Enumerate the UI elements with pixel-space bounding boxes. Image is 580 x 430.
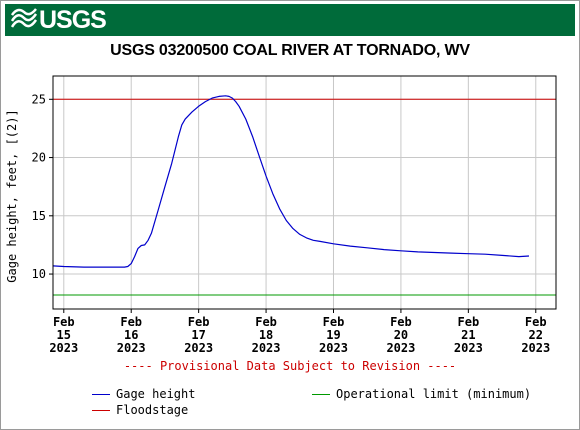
x-tick-labels: Feb152023Feb162023Feb172023Feb182023Feb1… <box>49 315 550 355</box>
x-tick-label: 2023 <box>521 341 550 355</box>
y-tick-labels: 10 15 20 25 <box>32 92 46 281</box>
x-tick-label: 2023 <box>49 341 78 355</box>
usgs-banner: USGS <box>5 4 575 36</box>
legend-operational-limit: Operational limit (minimum) <box>312 387 531 401</box>
x-tick-label: 22 <box>529 328 543 342</box>
legend-swatch-gage-height <box>92 393 110 395</box>
legend-floodstage: Floodstage <box>92 403 188 417</box>
series-layer <box>52 95 530 268</box>
x-tick-label: 2023 <box>184 341 213 355</box>
legend-label-gage-height: Gage height <box>116 387 196 401</box>
legend-label-operational-limit: Operational limit (minimum) <box>336 387 532 401</box>
usgs-logo[interactable]: USGS <box>11 6 107 34</box>
x-tick-label: 2023 <box>454 341 483 355</box>
y-tick-label: 10 <box>32 267 46 281</box>
x-tick-label: 16 <box>124 328 138 342</box>
y-axis-label: Gage height, feet, [(2)] <box>5 109 19 282</box>
y-tick-label: 20 <box>32 151 46 165</box>
usgs-wave-icon <box>11 8 37 28</box>
x-tick-label: 2023 <box>386 341 415 355</box>
x-tick-label: Feb <box>255 315 277 329</box>
reference-lines <box>53 98 556 296</box>
grid-layer <box>49 76 556 313</box>
x-tick-label: 21 <box>461 328 475 342</box>
x-tick-label: 20 <box>394 328 408 342</box>
legend-label-floodstage: Floodstage <box>116 403 189 417</box>
x-tick-label: 17 <box>191 328 205 342</box>
plot-border <box>52 75 557 310</box>
logo-text: USGS <box>39 6 107 34</box>
y-tick-label: 15 <box>32 209 46 223</box>
y-tick-label: 25 <box>32 92 46 106</box>
x-tick-label: 18 <box>259 328 273 342</box>
revision-notice: ---- Provisional Data Subject to Revisio… <box>123 359 457 373</box>
x-tick-label: Feb <box>458 315 480 329</box>
x-tick-label: 19 <box>326 328 340 342</box>
legend-swatch-operational-limit <box>312 393 330 395</box>
chart-title: USGS 03200500 COAL RIVER AT TORNADO, WV <box>110 42 470 59</box>
x-tick-label: 2023 <box>117 341 146 355</box>
x-tick-label: Feb <box>390 315 412 329</box>
x-tick-label: Feb <box>120 315 142 329</box>
legend-gage-height: Gage height <box>92 387 195 401</box>
x-tick-label: 15 <box>57 328 71 342</box>
x-tick-label: Feb <box>323 315 345 329</box>
x-tick-label: 2023 <box>319 341 348 355</box>
x-tick-label: Feb <box>188 315 210 329</box>
legend-swatch-floodstage <box>92 409 110 411</box>
x-tick-label: 2023 <box>252 341 281 355</box>
x-tick-label: Feb <box>53 315 75 329</box>
x-tick-label: Feb <box>525 315 547 329</box>
gage-height-line <box>52 95 530 268</box>
